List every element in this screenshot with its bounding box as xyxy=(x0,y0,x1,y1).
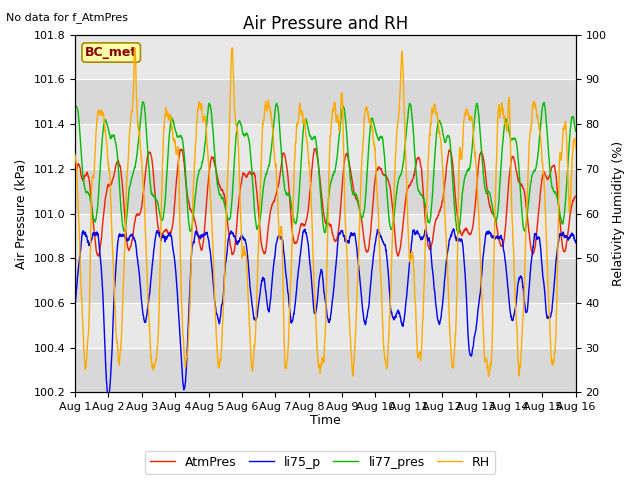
li77_pres xyxy=(454,230,462,236)
AtmPres xyxy=(471,207,479,213)
AtmPres xyxy=(340,167,348,173)
Text: BC_met: BC_met xyxy=(85,46,138,59)
li75_p xyxy=(340,234,348,240)
li77_pres xyxy=(528,173,536,179)
RH xyxy=(131,45,139,51)
RH xyxy=(528,119,536,124)
Bar xyxy=(75,258,576,303)
Line: li77_pres: li77_pres xyxy=(75,102,576,233)
RH xyxy=(542,217,550,223)
li75_p xyxy=(449,226,457,232)
Line: RH: RH xyxy=(75,48,576,376)
li75_p xyxy=(71,304,79,310)
Title: Air Pressure and RH: Air Pressure and RH xyxy=(243,15,408,33)
li77_pres xyxy=(340,105,348,110)
AtmPres xyxy=(542,173,550,179)
li77_pres xyxy=(139,99,147,105)
Bar xyxy=(75,348,576,393)
RH xyxy=(484,373,492,379)
li77_pres xyxy=(572,128,580,134)
AtmPres xyxy=(312,146,319,152)
li75_p xyxy=(542,304,550,310)
Y-axis label: Air Pressure (kPa): Air Pressure (kPa) xyxy=(15,158,28,269)
li75_p xyxy=(105,396,113,401)
li75_p xyxy=(471,332,479,337)
RH xyxy=(340,147,348,153)
Bar xyxy=(75,124,576,169)
AtmPres xyxy=(351,192,358,197)
Bar xyxy=(75,35,576,79)
li77_pres xyxy=(351,191,358,196)
AtmPres xyxy=(211,162,218,168)
RH xyxy=(572,145,580,151)
li77_pres xyxy=(71,106,79,112)
li77_pres xyxy=(542,112,550,118)
Legend: AtmPres, li75_p, li77_pres, RH: AtmPres, li75_p, li77_pres, RH xyxy=(145,451,495,474)
Y-axis label: Relativity Humidity (%): Relativity Humidity (%) xyxy=(612,141,625,286)
AtmPres xyxy=(572,193,580,199)
RH xyxy=(471,147,479,153)
X-axis label: Time: Time xyxy=(310,414,340,427)
li75_p xyxy=(572,240,580,246)
li75_p xyxy=(351,230,358,236)
li75_p xyxy=(528,253,536,259)
RH xyxy=(71,152,79,158)
Bar xyxy=(75,214,576,258)
AtmPres xyxy=(394,253,402,259)
Bar xyxy=(75,79,576,124)
Bar xyxy=(75,303,576,348)
li75_p xyxy=(211,300,219,306)
Bar xyxy=(75,169,576,214)
li77_pres xyxy=(211,154,219,159)
Line: AtmPres: AtmPres xyxy=(75,149,576,256)
AtmPres xyxy=(71,176,79,181)
li77_pres xyxy=(471,114,479,120)
AtmPres xyxy=(528,248,536,254)
Line: li75_p: li75_p xyxy=(75,229,576,398)
RH xyxy=(211,300,219,306)
Text: No data for f_AtmPres: No data for f_AtmPres xyxy=(6,12,129,23)
RH xyxy=(351,349,358,355)
